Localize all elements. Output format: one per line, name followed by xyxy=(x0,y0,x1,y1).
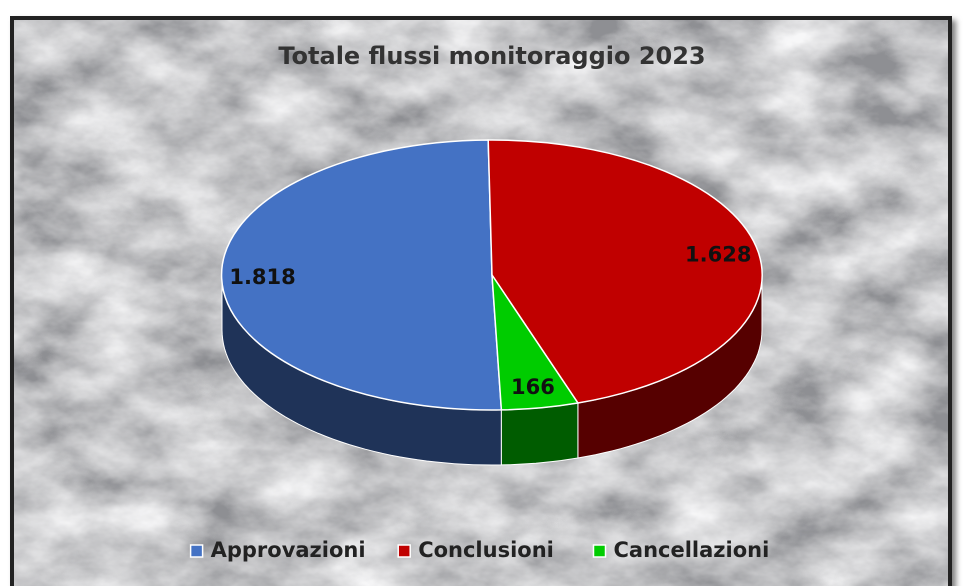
labels: 1.818 1.628 166 xyxy=(229,243,751,399)
data-label: 1.818 xyxy=(229,265,295,289)
slice xyxy=(491,272,580,411)
legend-label: Cancellazioni xyxy=(614,538,770,562)
data-label: 166 xyxy=(511,375,555,399)
legend-swatch xyxy=(397,544,411,558)
legend: Approvazioni Conclusioni Cancellazioni xyxy=(189,538,770,562)
data-label: 1.628 xyxy=(685,243,751,267)
legend-swatch xyxy=(189,544,204,558)
legend-label: Conclusioni xyxy=(418,538,554,562)
slice-side xyxy=(500,402,579,466)
pie xyxy=(220,139,763,466)
legend-swatch xyxy=(592,544,607,558)
chart-title: Totale flussi monitoraggio 2023 xyxy=(278,42,705,70)
slice xyxy=(487,139,763,404)
legend-label: Approvazioni xyxy=(211,538,366,562)
slice xyxy=(220,139,503,411)
